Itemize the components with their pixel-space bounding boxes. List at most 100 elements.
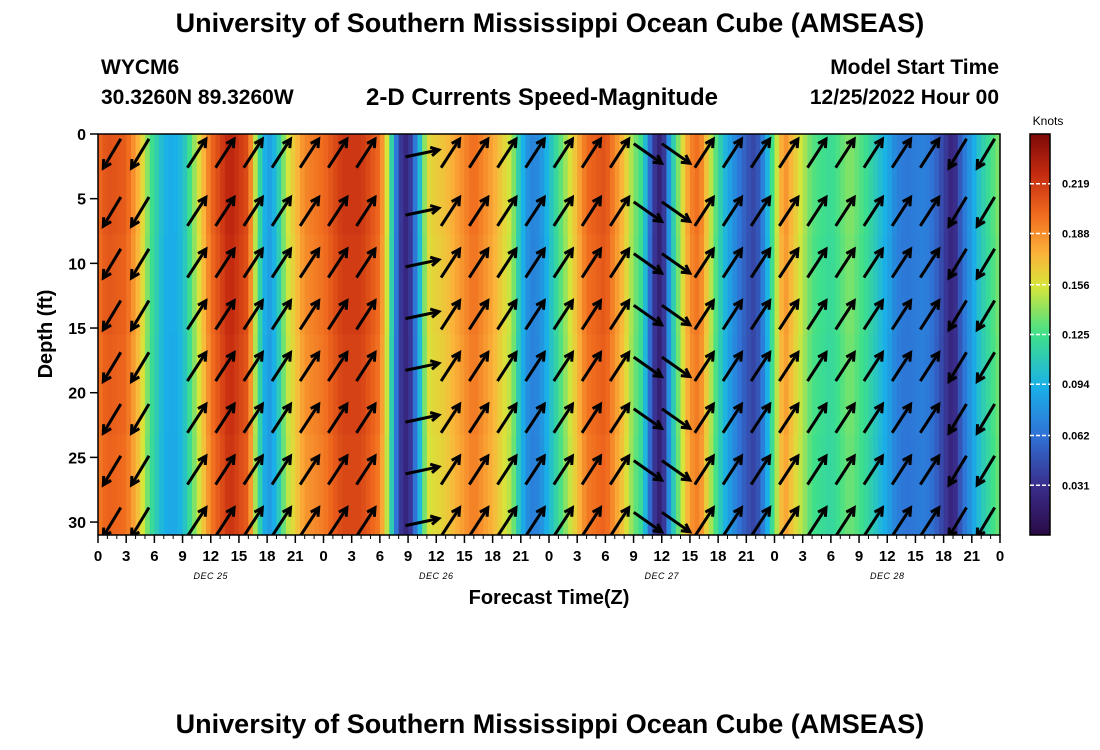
heatmap-cell <box>671 334 677 436</box>
heatmap-cell <box>173 434 179 535</box>
heatmap-cell <box>694 234 700 336</box>
current-vector <box>749 349 772 382</box>
current-vector <box>806 505 828 535</box>
current-vector <box>749 194 772 227</box>
current-vector <box>580 453 603 486</box>
heatmap-cell <box>943 434 949 535</box>
heatmap-cell <box>934 234 940 336</box>
heatmap-cell <box>689 334 696 436</box>
current-vector <box>468 349 490 382</box>
heatmap-cell <box>384 134 390 235</box>
heatmap-cell <box>995 434 1000 535</box>
heatmap-cell <box>182 434 188 535</box>
current-vector <box>405 255 442 269</box>
heatmap-cell <box>328 134 334 235</box>
heatmap-cell <box>906 134 912 235</box>
heatmap-cell <box>159 434 165 535</box>
current-vector <box>890 349 913 382</box>
heatmap-cell <box>328 434 334 535</box>
current-vector <box>778 453 800 486</box>
heatmap-cell <box>962 434 968 535</box>
heatmap-cell <box>591 434 597 535</box>
heatmap-cell <box>398 234 404 336</box>
heatmap-cell <box>736 234 743 336</box>
current-vector <box>242 298 265 331</box>
current-vector <box>661 142 693 165</box>
current-vector <box>778 505 800 535</box>
heatmap-cell <box>779 334 785 436</box>
current-vector <box>468 136 490 169</box>
heatmap-cell <box>755 334 762 436</box>
heatmap-cell <box>502 334 508 436</box>
heatmap-cell <box>478 134 484 235</box>
heatmap-cell <box>882 134 888 235</box>
heatmap-cell <box>285 134 292 235</box>
heatmap-cell <box>267 334 273 436</box>
heatmap-cell <box>896 234 902 336</box>
heatmap-cell <box>577 434 583 535</box>
heatmap-cell <box>732 434 738 535</box>
heatmap-cell <box>450 334 456 436</box>
current-vector <box>834 453 856 486</box>
heatmap-cell <box>220 134 226 235</box>
heatmap-cell <box>957 234 964 336</box>
heatmap-cell <box>971 434 978 535</box>
heatmap-cell <box>938 334 945 436</box>
current-vector <box>355 349 377 382</box>
heatmap-cell <box>868 434 874 535</box>
current-vector <box>298 298 321 331</box>
heatmap-cell <box>112 134 118 235</box>
heatmap-cell <box>924 234 931 336</box>
current-vector <box>693 505 716 535</box>
heatmap-cell <box>534 134 541 235</box>
heatmap-cell <box>464 334 470 436</box>
heatmap-cell <box>191 234 198 336</box>
current-vector <box>947 248 968 281</box>
current-vector <box>806 401 828 434</box>
heatmap-cell <box>863 234 870 336</box>
current-vector <box>919 401 941 434</box>
heatmap-cell <box>238 134 245 235</box>
heatmap-cell <box>116 334 123 436</box>
current-vector <box>721 298 744 331</box>
current-vector <box>632 252 665 275</box>
heatmap-cell <box>694 434 700 535</box>
x-tick-label: 12 <box>202 548 219 565</box>
current-vector <box>632 142 665 165</box>
heatmap-cell <box>408 134 414 235</box>
current-vector <box>129 351 151 385</box>
heatmap-cell <box>318 434 325 535</box>
heatmap-cell <box>736 134 743 235</box>
heatmap-cell <box>530 134 536 235</box>
current-vector <box>271 505 293 535</box>
x-tick-label: 21 <box>512 548 529 565</box>
heatmap-cell <box>854 334 860 436</box>
current-vector <box>496 136 518 169</box>
heatmap-cell <box>765 234 771 336</box>
heatmap-cell <box>159 334 165 436</box>
current-vector <box>608 298 631 331</box>
current-vector <box>496 505 518 535</box>
heatmap-cell <box>628 134 635 235</box>
heatmap-cell <box>708 134 715 235</box>
heatmap-cell <box>511 334 517 436</box>
bottom-title: University of Southern Mississippi Ocean… <box>175 709 925 739</box>
current-vector <box>552 298 575 331</box>
heatmap-cell <box>769 434 776 535</box>
current-vector <box>214 246 236 279</box>
x-tick-label: 6 <box>150 548 158 565</box>
current-vector <box>862 401 885 434</box>
heatmap-cell <box>614 434 621 535</box>
current-vector <box>439 349 462 382</box>
heatmap-cell <box>722 134 729 235</box>
heatmap-cell <box>107 134 113 235</box>
current-vector <box>693 453 716 486</box>
heatmap-cell <box>98 334 104 436</box>
heatmap-cell <box>835 434 841 535</box>
heatmap-cell <box>830 234 837 336</box>
heatmap-cell <box>891 234 898 336</box>
heatmap-cell <box>694 134 700 235</box>
heatmap-cell <box>971 134 978 235</box>
current-vector <box>693 401 716 434</box>
heatmap-cell <box>990 434 996 535</box>
